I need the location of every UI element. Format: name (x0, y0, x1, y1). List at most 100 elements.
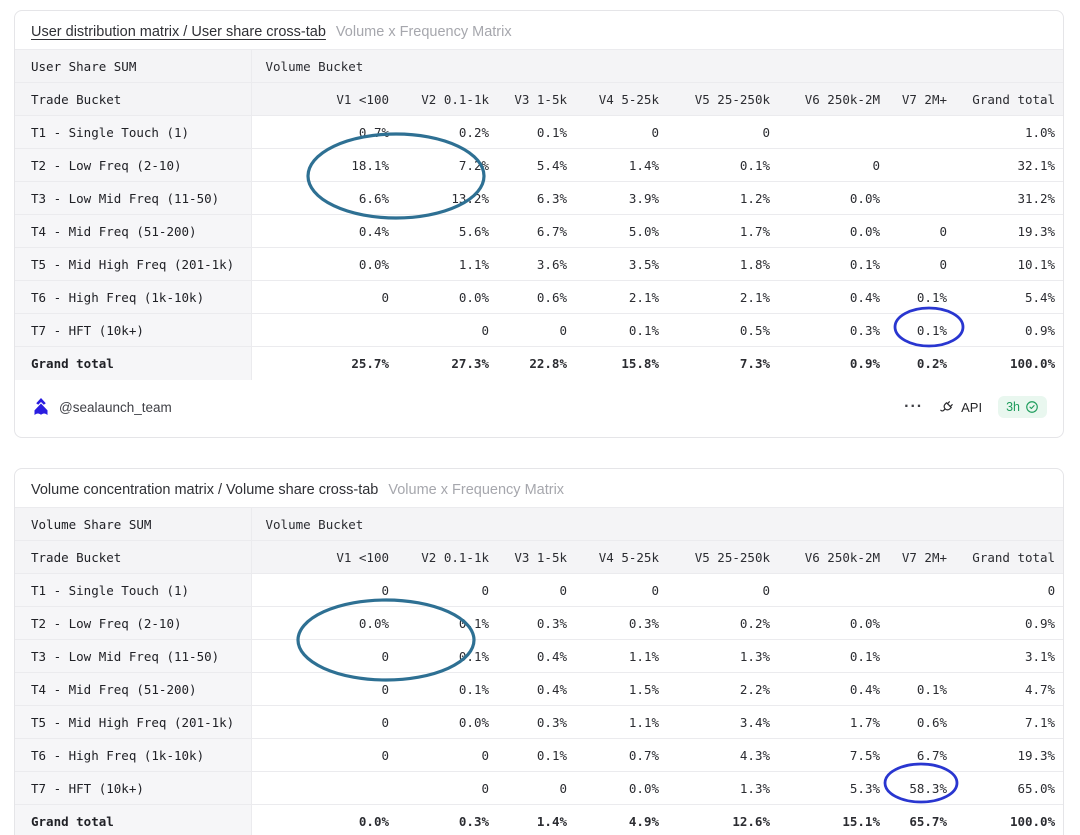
column-header-row: Trade Bucket V1 <100 V2 0.1-1k V3 1-5k V4 5… (15, 82, 1063, 116)
cell-value: 27.3% (399, 346, 499, 380)
column-header: Grand total (957, 540, 1063, 574)
cell-value: 0.9% (780, 346, 890, 380)
cell-value: 4.7% (957, 672, 1063, 706)
cell-value: 0.1% (399, 606, 499, 640)
cell-value: 0 (399, 573, 499, 607)
cell-value (780, 573, 890, 607)
cell-value: 0 (399, 738, 499, 772)
cell-value: 1.5% (577, 672, 669, 706)
card-title-link[interactable]: User distribution matrix / User share cr… (31, 24, 326, 40)
row-label: T6 - High Freq (1k-10k) (15, 738, 252, 772)
cell-value: 19.3% (957, 738, 1063, 772)
cell-value: 3.1% (957, 639, 1063, 673)
cell-value: 0 (499, 313, 577, 347)
row-label: Grand total (15, 804, 252, 835)
cell-value: 0.1% (890, 313, 957, 347)
column-header: Grand total (957, 82, 1063, 116)
table-row: T4 - Mid Freq (51-200) 0.4% 5.6% 6.7% 5.0% 1.… (15, 214, 1063, 248)
row-header-label: Trade Bucket (15, 82, 252, 116)
cell-value: 3.4% (669, 705, 780, 739)
cell-value: 0.0% (251, 804, 399, 835)
measure-label: Volume Share SUM (15, 507, 252, 541)
row-label: T1 - Single Touch (1) (15, 573, 252, 607)
row-header-label: Trade Bucket (15, 540, 252, 574)
cell-value: 3.5% (577, 247, 669, 281)
table-row: T6 - High Freq (1k-10k) 0 0 0.1% 0.7% 4.3% 7.5… (15, 738, 1063, 772)
card-user-distribution: User distribution matrix / User share cr… (14, 10, 1064, 438)
cell-value: 0.4% (780, 672, 890, 706)
table-row: T2 - Low Freq (2-10) 18.1% 7.2% 5.4% 1.4% 0.1… (15, 148, 1063, 182)
cell-value: 6.7% (890, 738, 957, 772)
table-row: T4 - Mid Freq (51-200) 0 0.1% 0.4% 1.5% 2.2% 0… (15, 672, 1063, 706)
cell-value: 0.4% (780, 280, 890, 314)
table-row: T1 - Single Touch (1) 0.7% 0.2% 0.1% 0 0 1.0% (15, 115, 1063, 149)
cell-value: 1.1% (399, 247, 499, 281)
row-label: T1 - Single Touch (1) (15, 115, 252, 149)
cell-value: 1.7% (780, 705, 890, 739)
cell-value: 58.3% (890, 771, 957, 805)
cell-value: 7.3% (669, 346, 780, 380)
column-header: V2 0.1-1k (399, 82, 499, 116)
cell-value: 1.1% (577, 705, 669, 739)
cell-value: 0 (780, 148, 890, 182)
cell-value: 0 (399, 313, 499, 347)
cell-value: 1.1% (577, 639, 669, 673)
card-volume-concentration: Volume concentration matrix / Volume sha… (14, 468, 1064, 835)
table-row: T1 - Single Touch (1) 0 0 0 0 0 0 (15, 573, 1063, 607)
column-header: V4 5-25k (577, 540, 669, 574)
cell-value: 0.1% (780, 247, 890, 281)
footer-actions: ··· API 3h (904, 396, 1047, 418)
cell-value: 3.9% (577, 181, 669, 215)
cell-value: 0.7% (577, 738, 669, 772)
cell-value: 0.0% (399, 705, 499, 739)
cell-value: 2.1% (669, 280, 780, 314)
column-header: V3 1-5k (499, 82, 577, 116)
table-row: T2 - Low Freq (2-10) 0.0% 0.1% 0.3% 0.3% 0.2%… (15, 606, 1063, 640)
cell-value: 0.0% (399, 280, 499, 314)
check-circle-icon (1026, 401, 1038, 413)
crosstab-table-user-share: User Share SUM Volume Bucket Trade Bucke… (15, 49, 1063, 380)
plug-icon (940, 401, 953, 412)
cell-value: 65.0% (957, 771, 1063, 805)
team-attribution[interactable]: @sealaunch_team (31, 397, 172, 417)
cell-value (890, 639, 957, 673)
cell-value: 0.7% (251, 115, 399, 149)
cell-value: 100.0% (957, 346, 1063, 380)
cell-value: 0.1% (669, 148, 780, 182)
cell-value (251, 771, 399, 805)
cell-value: 4.3% (669, 738, 780, 772)
team-handle: @sealaunch_team (59, 399, 172, 415)
cell-value: 7.2% (399, 148, 499, 182)
cell-value (780, 115, 890, 149)
column-header: V6 250k-2M (780, 82, 890, 116)
column-header: V3 1-5k (499, 540, 577, 574)
cell-value (251, 313, 399, 347)
more-options-button[interactable]: ··· (904, 398, 924, 415)
cell-value: 100.0% (957, 804, 1063, 835)
cell-value: 1.3% (669, 771, 780, 805)
api-button[interactable]: API (939, 399, 982, 415)
table-row: T7 - HFT (10k+) 0 0 0.0% 1.3% 5.3% 58.3% 65.0% (15, 771, 1063, 805)
cell-value: 0.5% (669, 313, 780, 347)
cell-value: 5.4% (957, 280, 1063, 314)
cell-value: 0 (251, 280, 399, 314)
cell-value: 25.7% (251, 346, 399, 380)
cell-value: 0.4% (499, 639, 577, 673)
row-label: T7 - HFT (10k+) (15, 771, 252, 805)
cell-value: 1.4% (577, 148, 669, 182)
cell-value: 0 (669, 573, 780, 607)
cell-value: 6.7% (499, 214, 577, 248)
measure-row: Volume Share SUM Volume Bucket (15, 507, 1063, 541)
cell-value: 0.0% (251, 247, 399, 281)
card-title-link[interactable]: Volume concentration matrix / Volume sha… (31, 482, 379, 498)
cell-value: 0.2% (890, 346, 957, 380)
api-label: API (961, 399, 983, 415)
refresh-badge[interactable]: 3h (998, 396, 1047, 418)
cell-value: 1.7% (669, 214, 780, 248)
cell-value: 0 (957, 573, 1063, 607)
measure-row: User Share SUM Volume Bucket (15, 49, 1063, 83)
row-label: T4 - Mid Freq (51-200) (15, 214, 252, 248)
measure-label: User Share SUM (15, 49, 252, 83)
row-label: T5 - Mid High Freq (201-1k) (15, 247, 252, 281)
